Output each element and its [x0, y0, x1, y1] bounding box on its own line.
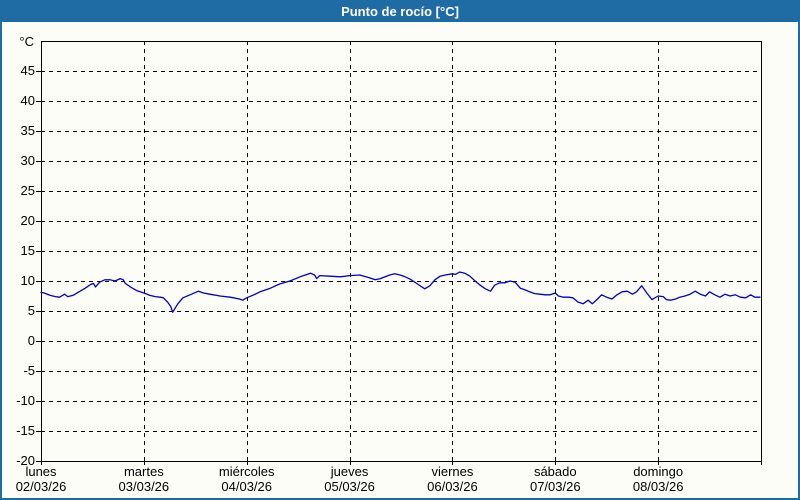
- x-day-date: 05/03/26: [324, 479, 375, 494]
- y-tick-label: 45: [20, 63, 35, 78]
- x-day-date: 03/03/26: [118, 479, 170, 494]
- x-day-name: sábado: [533, 464, 577, 479]
- y-tick-label: 25: [20, 183, 35, 198]
- x-day-date: 06/03/26: [427, 479, 478, 494]
- x-day-name: miércoles: [218, 464, 275, 479]
- y-tick-label: 0: [27, 333, 35, 348]
- y-axis-unit-label: °C: [19, 34, 34, 49]
- page-title: Punto de rocío [°C]: [341, 3, 459, 19]
- chart-canvas: [36, 41, 762, 465]
- y-tick-label: 20: [20, 213, 35, 228]
- x-day-date: 08/03/26: [632, 479, 684, 494]
- x-day-date: 02/03/26: [15, 479, 67, 494]
- x-day-date: 07/03/26: [529, 479, 581, 494]
- x-day-name: lunes: [25, 464, 57, 479]
- y-tick-label: 5: [27, 303, 35, 318]
- chart-area: °C 45 40 35 30 25 20 15 10 5 0 -5 -10 -15 -20 lunes 02/…: [0, 22, 800, 500]
- x-day-name: domingo: [633, 464, 684, 479]
- x-day-label: sábado 07/03/26: [530, 464, 581, 494]
- x-day-label: domingo 08/03/26: [633, 464, 684, 494]
- y-tick-label: -10: [16, 393, 35, 408]
- y-tick-label: 40: [20, 93, 35, 108]
- plot-frame: [41, 41, 762, 462]
- x-day-label: jueves 05/03/26: [324, 464, 375, 494]
- x-day-label: lunes 02/03/26: [16, 464, 67, 494]
- x-day-name: viernes: [431, 464, 474, 479]
- window-titlebar: Punto de rocío [°C]: [0, 0, 800, 22]
- x-day-name: martes: [123, 464, 164, 479]
- y-tick-label: 30: [20, 153, 35, 168]
- y-tick-label: 35: [20, 123, 35, 138]
- y-tick-label: 10: [20, 273, 35, 288]
- y-tick-label: -15: [16, 423, 35, 438]
- y-tick-label: -5: [23, 363, 35, 378]
- x-day-label: viernes 06/03/26: [427, 464, 478, 494]
- dewpoint-series-line: [40, 271, 761, 313]
- x-day-label: miércoles 04/03/26: [219, 464, 275, 494]
- x-day-date: 04/03/26: [221, 479, 272, 494]
- y-tick-label: 15: [20, 243, 35, 258]
- y-tick-label: -20: [16, 453, 35, 468]
- x-day-label: martes 03/03/26: [119, 464, 170, 494]
- x-day-name: jueves: [330, 464, 369, 479]
